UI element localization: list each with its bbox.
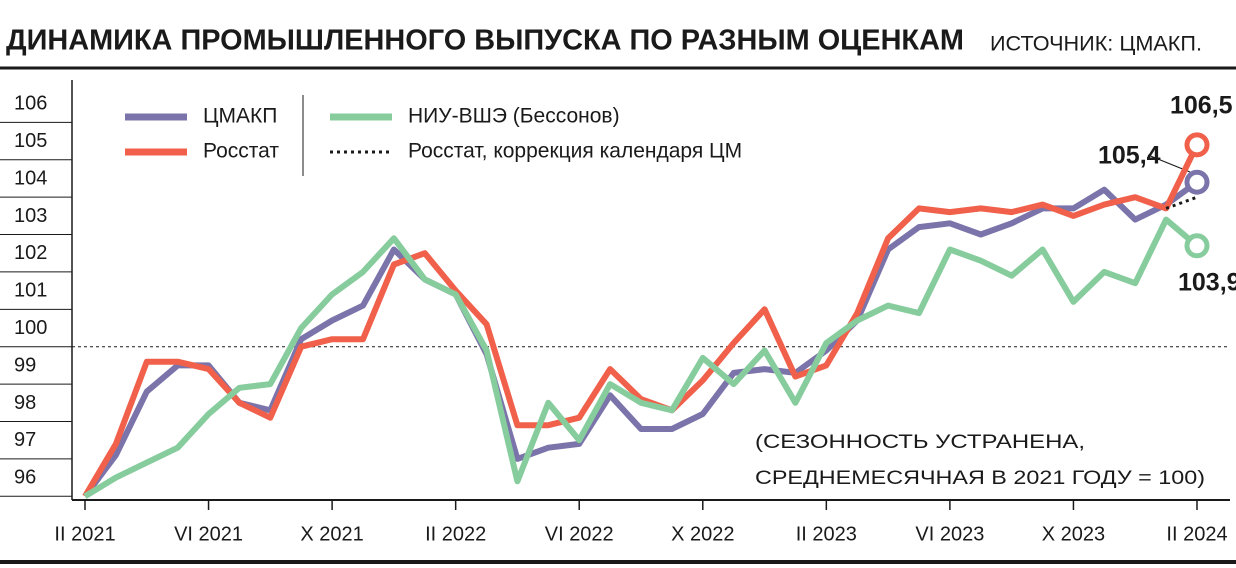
- y-tick-label: 105: [14, 130, 47, 152]
- annotation: 105,4: [1098, 142, 1161, 170]
- x-tick-label: X 2022: [671, 523, 734, 545]
- x-tick-label: VI 2023: [915, 523, 984, 545]
- x-tick-label: II 2024: [1166, 523, 1227, 545]
- y-tick-label: 97: [14, 429, 36, 451]
- legend-label: НИУ-ВШЭ (Бессонов): [408, 105, 620, 128]
- x-tick-label: II 2021: [54, 523, 115, 545]
- y-tick-label: 104: [14, 167, 47, 189]
- y-tick-label: 101: [14, 280, 47, 302]
- chart-title: ДИНАМИКА ПРОМЫШЛЕННОГО ВЫПУСКА ПО РАЗНЫМ…: [6, 25, 964, 57]
- end-marker: [1184, 132, 1210, 158]
- end-marker: [1184, 169, 1210, 195]
- y-tick-label: 102: [14, 242, 47, 264]
- y-tick-label: 99: [14, 354, 36, 376]
- note: СРЕДНЕМЕСЯЧНАЯ В 2021 ГОДУ = 100): [755, 468, 1205, 489]
- note: (СЕЗОННОСТЬ УСТРАНЕНА,: [755, 432, 1085, 453]
- x-tick-label: VI 2021: [174, 523, 243, 545]
- x-tick-label: II 2023: [796, 523, 857, 545]
- y-tick-label: 98: [14, 392, 36, 414]
- x-tick-label: II 2022: [425, 523, 486, 545]
- series-line: [82, 143, 1200, 498]
- series-line: [1165, 195, 1198, 210]
- y-tick-label: 96: [14, 467, 36, 489]
- y-tick-label: 100: [14, 317, 47, 339]
- legend-label: Росстат: [203, 140, 279, 163]
- source: ИСТОЧНИК: ЦМАКП.: [990, 33, 1202, 56]
- y-tick-label: 106: [14, 93, 47, 115]
- annotation: 103,9: [1178, 269, 1236, 297]
- annotation: 106,5: [1170, 92, 1233, 120]
- x-tick-label: VI 2022: [545, 523, 614, 545]
- end-marker: [1184, 233, 1210, 259]
- x-tick-label: X 2023: [1042, 523, 1105, 545]
- y-tick-label: 103: [14, 205, 47, 227]
- legend-label: Росстат, коррекция календаря ЦМ: [408, 140, 742, 163]
- series-line: [83, 216, 1199, 499]
- x-tick-label: X 2021: [300, 523, 363, 545]
- legend-label: ЦМАКП: [203, 105, 277, 128]
